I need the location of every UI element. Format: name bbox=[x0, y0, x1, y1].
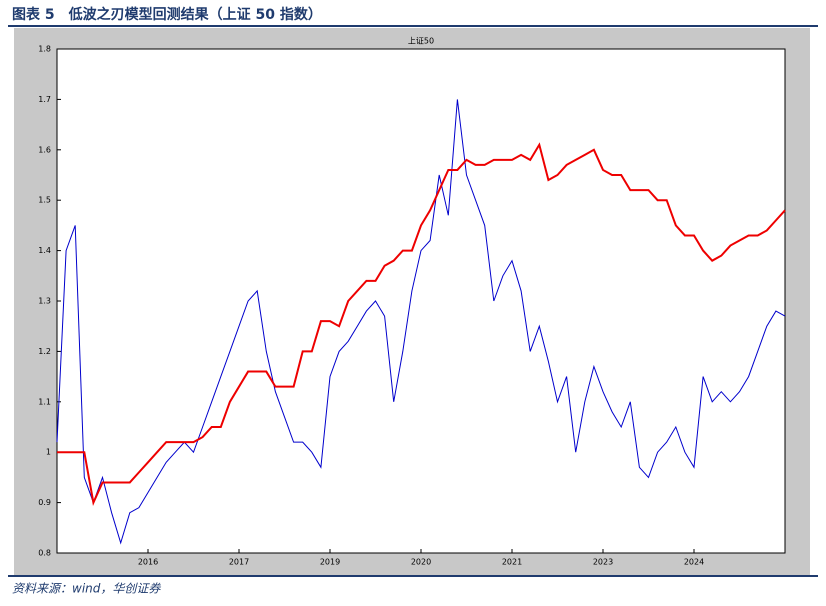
y-tick-label: 1.7 bbox=[38, 95, 51, 104]
plot-area bbox=[56, 48, 786, 554]
x-tick-label: 2017 bbox=[229, 558, 249, 567]
y-tick-label: 1.3 bbox=[38, 297, 51, 306]
page-title: 图表 5 低波之刃模型回测结果（上证 50 指数） bbox=[12, 6, 322, 23]
x-tick-label: 2020 bbox=[411, 558, 431, 567]
x-tick-label: 2021 bbox=[502, 558, 522, 567]
y-tick-label: 0.9 bbox=[38, 498, 51, 507]
source-note: 资料来源：wind，华创证券 bbox=[12, 582, 161, 596]
series-line bbox=[57, 142, 786, 506]
series-line bbox=[56, 99, 786, 545]
x-tick-label: 2023 bbox=[593, 558, 613, 567]
chart-title: 上证50 bbox=[408, 37, 434, 46]
y-tick-label: 1.5 bbox=[38, 196, 51, 205]
x-tick-label: 2019 bbox=[320, 558, 340, 567]
y-tick-label: 1.8 bbox=[38, 45, 51, 54]
y-tick-label: 1.6 bbox=[38, 145, 51, 154]
y-tick-label: 1 bbox=[46, 448, 51, 457]
y-tick-label: 1.4 bbox=[38, 246, 51, 255]
y-tick-label: 1.1 bbox=[38, 397, 51, 406]
y-tick-label: 1.2 bbox=[38, 347, 51, 356]
x-tick-label: 2016 bbox=[138, 558, 158, 567]
y-tick-label: 0.8 bbox=[38, 549, 51, 558]
x-tick-label: 2024 bbox=[684, 558, 704, 567]
